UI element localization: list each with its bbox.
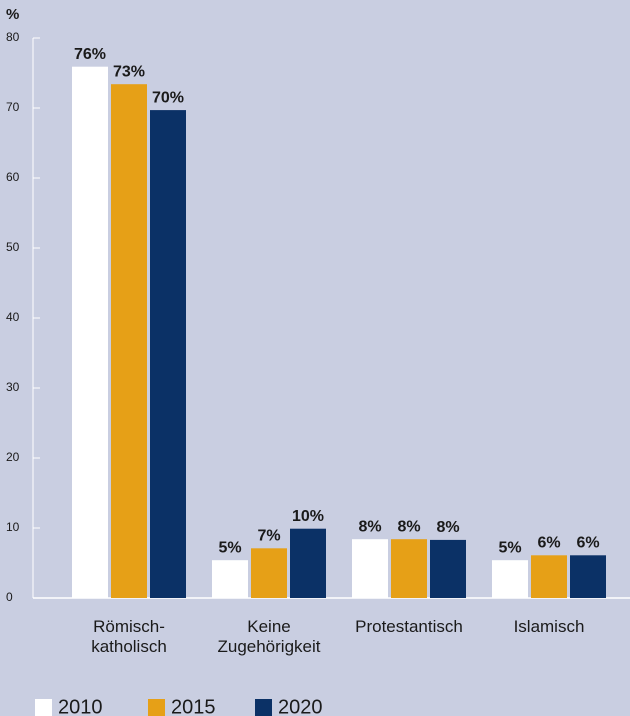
y-tick-label: 10: [6, 520, 20, 534]
x-tick-label: Römisch-katholisch: [91, 617, 167, 656]
y-tick-label: 50: [6, 240, 20, 254]
x-tick-label: Keine Zugehörigkeit: [217, 617, 320, 656]
value-label: 6%: [576, 535, 599, 552]
y-tick-label: 80: [6, 30, 20, 44]
bar: [150, 110, 186, 598]
value-label: 5%: [498, 539, 521, 556]
x-tick-label-line: Keine: [247, 617, 290, 636]
legend-swatch: [35, 699, 52, 716]
x-tick-label-line: Römisch-: [93, 617, 165, 636]
bar: [111, 84, 147, 598]
y-axis-label: %: [6, 6, 19, 23]
x-tick-label-line: Protestantisch: [355, 617, 463, 636]
value-label: 73%: [113, 63, 145, 80]
y-tick-label: 30: [6, 380, 20, 394]
x-tick-label: Islamisch: [514, 617, 585, 636]
legend-swatch: [148, 699, 165, 716]
bar: [72, 66, 108, 598]
bar: [492, 560, 528, 598]
value-label: 5%: [218, 539, 241, 556]
y-tick-label: 70: [6, 100, 20, 114]
bar: [352, 539, 388, 598]
value-label: 8%: [397, 518, 420, 535]
value-label: 76%: [74, 46, 106, 63]
y-tick-label: 20: [6, 450, 20, 464]
legend-swatch: [255, 699, 272, 716]
y-tick-label: 60: [6, 170, 20, 184]
value-label: 10%: [292, 508, 324, 525]
x-tick-label-line: Zugehörigkeit: [217, 637, 320, 656]
value-label: 8%: [358, 518, 381, 535]
legend-label: 2015: [171, 696, 216, 716]
bar: [570, 555, 606, 598]
bar: [531, 555, 567, 598]
value-label: 8%: [436, 519, 459, 536]
bar: [430, 539, 466, 598]
y-tick-label: 40: [6, 310, 20, 324]
value-label: 6%: [537, 535, 560, 552]
x-tick-label: Protestantisch: [355, 617, 463, 636]
legend-label: 2020: [278, 696, 323, 716]
value-label: 70%: [152, 89, 184, 106]
y-tick-label: 0: [6, 590, 13, 604]
bar: [251, 548, 287, 598]
legend-label: 2010: [58, 696, 103, 716]
x-tick-label-line: Islamisch: [514, 617, 585, 636]
bar: [212, 560, 248, 598]
bar: [391, 539, 427, 598]
bar: [290, 528, 326, 598]
value-label: 7%: [257, 528, 280, 545]
x-tick-label-line: katholisch: [91, 637, 167, 656]
